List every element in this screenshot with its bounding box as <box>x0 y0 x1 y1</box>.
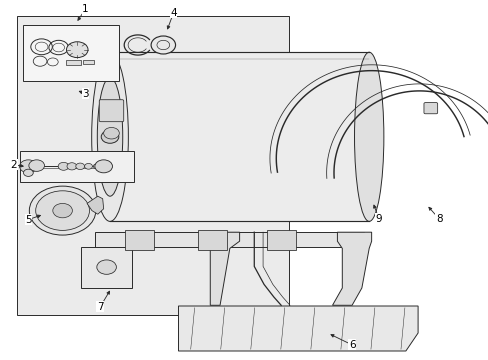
FancyBboxPatch shape <box>198 230 227 250</box>
FancyBboxPatch shape <box>266 230 295 250</box>
Text: 4: 4 <box>170 8 177 18</box>
Polygon shape <box>17 16 288 315</box>
Text: 9: 9 <box>375 214 382 224</box>
Text: 5: 5 <box>25 215 32 225</box>
Circle shape <box>53 203 72 218</box>
FancyBboxPatch shape <box>110 52 368 221</box>
Circle shape <box>93 164 100 169</box>
FancyBboxPatch shape <box>423 103 437 114</box>
Circle shape <box>76 163 84 170</box>
FancyBboxPatch shape <box>81 247 132 288</box>
FancyBboxPatch shape <box>124 230 154 250</box>
Circle shape <box>103 127 119 139</box>
Text: 2: 2 <box>10 160 17 170</box>
Circle shape <box>101 130 119 143</box>
Circle shape <box>29 186 96 235</box>
Circle shape <box>23 169 33 176</box>
FancyBboxPatch shape <box>83 60 94 64</box>
Text: 6: 6 <box>348 340 355 350</box>
FancyBboxPatch shape <box>66 60 81 65</box>
Circle shape <box>67 163 77 170</box>
Text: 8: 8 <box>435 214 442 224</box>
Polygon shape <box>332 232 371 305</box>
Polygon shape <box>203 232 239 305</box>
Ellipse shape <box>354 52 383 221</box>
Circle shape <box>58 162 69 170</box>
Circle shape <box>29 160 44 171</box>
Ellipse shape <box>97 77 122 196</box>
Circle shape <box>95 160 112 173</box>
FancyBboxPatch shape <box>99 100 123 122</box>
Text: 3: 3 <box>82 89 89 99</box>
FancyBboxPatch shape <box>95 232 364 247</box>
Circle shape <box>20 160 37 173</box>
Text: 7: 7 <box>97 302 103 312</box>
FancyBboxPatch shape <box>23 25 119 81</box>
FancyBboxPatch shape <box>20 151 134 182</box>
Text: 1: 1 <box>82 4 89 14</box>
Circle shape <box>151 36 175 54</box>
Circle shape <box>66 42 88 58</box>
Polygon shape <box>178 306 417 351</box>
Circle shape <box>84 163 92 169</box>
Circle shape <box>36 191 89 230</box>
Polygon shape <box>87 196 103 214</box>
Ellipse shape <box>92 52 128 221</box>
Circle shape <box>97 260 116 274</box>
